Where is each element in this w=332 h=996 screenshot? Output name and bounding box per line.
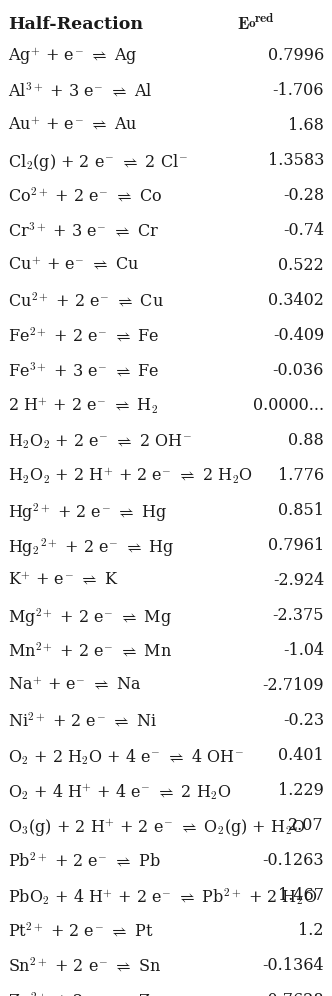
Text: -0.28: -0.28: [283, 187, 324, 204]
Text: K$^{+}$ + e$^{-}$ $\rightleftharpoons$ K: K$^{+}$ + e$^{-}$ $\rightleftharpoons$ K: [8, 572, 119, 589]
Text: 1.229: 1.229: [278, 782, 324, 799]
Text: -2.924: -2.924: [273, 572, 324, 589]
Text: Zn$^{2+}$ + 2 e$^{-}$ $\rightleftharpoons$ Zn: Zn$^{2+}$ + 2 e$^{-}$ $\rightleftharpoon…: [8, 992, 162, 996]
Text: 0.3402: 0.3402: [268, 292, 324, 309]
Text: 1.467: 1.467: [278, 887, 324, 904]
Text: Ni$^{2+}$ + 2 e$^{-}$ $\rightleftharpoons$ Ni: Ni$^{2+}$ + 2 e$^{-}$ $\rightleftharpoon…: [8, 712, 157, 730]
Text: -1.04: -1.04: [283, 642, 324, 659]
Text: $\mathbf{red}$: $\mathbf{red}$: [254, 12, 275, 25]
Text: Mg$^{2+}$ + 2 e$^{-}$ $\rightleftharpoons$ Mg: Mg$^{2+}$ + 2 e$^{-}$ $\rightleftharpoon…: [8, 607, 172, 629]
Text: O$_{2}$ + 2 H$_{2}$O + 4 e$^{-}$ $\rightleftharpoons$ 4 OH$^{-}$: O$_{2}$ + 2 H$_{2}$O + 4 e$^{-}$ $\right…: [8, 747, 244, 767]
Text: 1.776: 1.776: [278, 467, 324, 484]
Text: Al$^{3+}$ + 3 e$^{-}$ $\rightleftharpoons$ Al: Al$^{3+}$ + 3 e$^{-}$ $\rightleftharpoon…: [8, 82, 152, 101]
Text: Sn$^{2+}$ + 2 e$^{-}$ $\rightleftharpoons$ Sn: Sn$^{2+}$ + 2 e$^{-}$ $\rightleftharpoon…: [8, 957, 161, 975]
Text: Hg$_{2}$$^{2+}$ + 2 e$^{-}$ $\rightleftharpoons$ Hg: Hg$_{2}$$^{2+}$ + 2 e$^{-}$ $\rightlefth…: [8, 537, 175, 560]
Text: Mn$^{2+}$ + 2 e$^{-}$ $\rightleftharpoons$ Mn: Mn$^{2+}$ + 2 e$^{-}$ $\rightleftharpoon…: [8, 642, 172, 660]
Text: $\mathbf{o}$: $\mathbf{o}$: [248, 17, 256, 30]
Text: H$_{2}$O$_{2}$ + 2 e$^{-}$ $\rightleftharpoons$ 2 OH$^{-}$: H$_{2}$O$_{2}$ + 2 e$^{-}$ $\rightleftha…: [8, 432, 192, 451]
Text: 0.88: 0.88: [288, 432, 324, 449]
Text: -0.1364: -0.1364: [262, 957, 324, 974]
Text: Fe$^{3+}$ + 3 e$^{-}$ $\rightleftharpoons$ Fe: Fe$^{3+}$ + 3 e$^{-}$ $\rightleftharpoon…: [8, 362, 160, 380]
Text: Ag$^{+}$ + e$^{-}$ $\rightleftharpoons$ Ag: Ag$^{+}$ + e$^{-}$ $\rightleftharpoons$ …: [8, 47, 138, 68]
Text: H$_{2}$O$_{2}$ + 2 H$^{+}$ + 2 e$^{-}$ $\rightleftharpoons$ 2 H$_{2}$O: H$_{2}$O$_{2}$ + 2 H$^{+}$ + 2 e$^{-}$ $…: [8, 467, 253, 486]
Text: Hg$^{2+}$ + 2 e$^{-}$ $\rightleftharpoons$ Hg: Hg$^{2+}$ + 2 e$^{-}$ $\rightleftharpoon…: [8, 502, 167, 525]
Text: 0.7961: 0.7961: [268, 537, 324, 554]
Text: 0.7996: 0.7996: [268, 47, 324, 64]
Text: Au$^{+}$ + e$^{-}$ $\rightleftharpoons$ Au: Au$^{+}$ + e$^{-}$ $\rightleftharpoons$ …: [8, 117, 138, 134]
Text: 0.0000...: 0.0000...: [253, 397, 324, 414]
Text: Co$^{2+}$ + 2 e$^{-}$ $\rightleftharpoons$ Co: Co$^{2+}$ + 2 e$^{-}$ $\rightleftharpoon…: [8, 187, 162, 205]
Text: -2.7109: -2.7109: [262, 677, 324, 694]
Text: Na$^{+}$ + e$^{-}$ $\rightleftharpoons$ Na: Na$^{+}$ + e$^{-}$ $\rightleftharpoons$ …: [8, 677, 141, 694]
Text: -0.7628: -0.7628: [262, 992, 324, 996]
Text: -1.706: -1.706: [273, 82, 324, 99]
Text: Half-Reaction: Half-Reaction: [8, 16, 143, 33]
Text: Fe$^{2+}$ + 2 e$^{-}$ $\rightleftharpoons$ Fe: Fe$^{2+}$ + 2 e$^{-}$ $\rightleftharpoon…: [8, 327, 160, 346]
Text: Cu$^{+}$ + e$^{-}$ $\rightleftharpoons$ Cu: Cu$^{+}$ + e$^{-}$ $\rightleftharpoons$ …: [8, 257, 139, 274]
Text: 1.3583: 1.3583: [268, 152, 324, 169]
Text: 0.401: 0.401: [278, 747, 324, 764]
Text: Cl$_{2}$(g) + 2 e$^{-}$ $\rightleftharpoons$ 2 Cl$^{-}$: Cl$_{2}$(g) + 2 e$^{-}$ $\rightleftharpo…: [8, 152, 188, 173]
Text: -0.036: -0.036: [273, 362, 324, 379]
Text: -0.409: -0.409: [273, 327, 324, 344]
Text: Cu$^{2+}$ + 2 e$^{-}$ $\rightleftharpoons$ Cu: Cu$^{2+}$ + 2 e$^{-}$ $\rightleftharpoon…: [8, 292, 164, 311]
Text: -0.1263: -0.1263: [262, 852, 324, 869]
Text: Pb$^{2+}$ + 2 e$^{-}$ $\rightleftharpoons$ Pb: Pb$^{2+}$ + 2 e$^{-}$ $\rightleftharpoon…: [8, 852, 161, 871]
Text: 2 H$^{+}$ + 2 e$^{-}$ $\rightleftharpoons$ H$_{2}$: 2 H$^{+}$ + 2 e$^{-}$ $\rightleftharpoon…: [8, 397, 159, 416]
Text: 0.522: 0.522: [278, 257, 324, 274]
Text: Cr$^{3+}$ + 3 e$^{-}$ $\rightleftharpoons$ Cr: Cr$^{3+}$ + 3 e$^{-}$ $\rightleftharpoon…: [8, 222, 159, 240]
Text: PbO$_{2}$ + 4 H$^{+}$ + 2 e$^{-}$ $\rightleftharpoons$ Pb$^{2+}$ + 2 H$_{2}$O: PbO$_{2}$ + 4 H$^{+}$ + 2 e$^{-}$ $\righ…: [8, 887, 317, 908]
Text: 1.2: 1.2: [298, 922, 324, 939]
Text: Pt$^{2+}$ + 2 e$^{-}$ $\rightleftharpoons$ Pt: Pt$^{2+}$ + 2 e$^{-}$ $\rightleftharpoon…: [8, 922, 154, 940]
Text: 0.851: 0.851: [278, 502, 324, 519]
Text: -0.74: -0.74: [283, 222, 324, 239]
Text: O$_{3}$(g) + 2 H$^{+}$ + 2 e$^{-}$ $\rightleftharpoons$ O$_{2}$(g) + H$_{2}$O: O$_{3}$(g) + 2 H$^{+}$ + 2 e$^{-}$ $\rig…: [8, 817, 306, 838]
Text: O$_{2}$ + 4 H$^{+}$ + 4 e$^{-}$ $\rightleftharpoons$ 2 H$_{2}$O: O$_{2}$ + 4 H$^{+}$ + 4 e$^{-}$ $\rightl…: [8, 782, 232, 802]
Text: -0.23: -0.23: [283, 712, 324, 729]
Text: $\mathbf{E}$: $\mathbf{E}$: [237, 16, 250, 33]
Text: 2.07: 2.07: [289, 817, 324, 834]
Text: -2.375: -2.375: [273, 607, 324, 624]
Text: 1.68: 1.68: [288, 117, 324, 134]
